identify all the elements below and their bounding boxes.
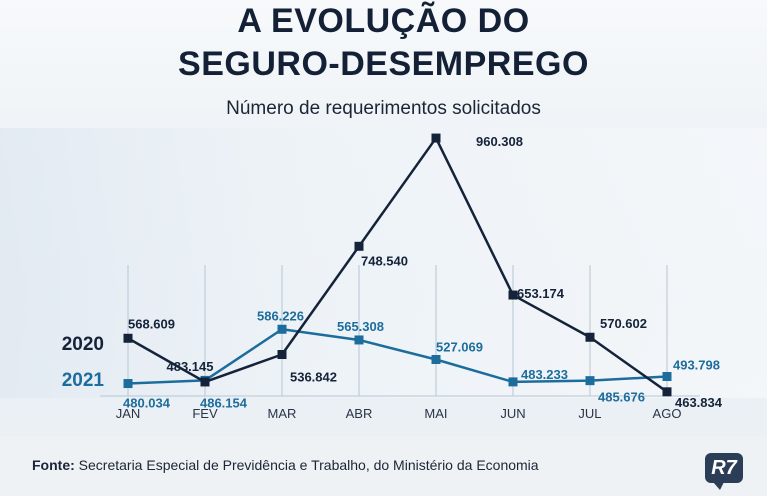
footer-band <box>0 436 767 496</box>
x-tick-label: JAN <box>116 406 141 421</box>
data-point-2020 <box>277 350 287 360</box>
data-point-2021 <box>508 377 518 387</box>
x-tick-label: JUL <box>578 406 601 421</box>
data-point-2020 <box>354 241 364 251</box>
data-point-2021 <box>354 335 364 345</box>
data-label-2021: 493.798 <box>673 358 720 373</box>
data-label-2020: 536.842 <box>290 370 337 385</box>
x-tick-label: JUN <box>500 406 525 421</box>
x-tick-label: FEV <box>192 406 218 421</box>
data-label-2021: 486.154 <box>200 395 248 410</box>
series-line-2021 <box>127 328 668 385</box>
legend-label-2020: 2020 <box>62 334 104 355</box>
source-label: Fonte: <box>32 457 75 473</box>
data-label-2021: 480.034 <box>123 396 171 411</box>
data-point-2021 <box>662 372 672 382</box>
data-point-2020 <box>662 387 672 397</box>
source-note: Fonte: Secretaria Especial de Previdênci… <box>32 457 539 473</box>
data-label-2020: 960.308 <box>476 134 523 149</box>
data-label-2020: 653.174 <box>517 286 565 301</box>
page-title-line1: A EVOLUÇÃO DO <box>237 2 530 40</box>
data-label-2020: 748.540 <box>361 253 408 268</box>
x-tick-label: AGO <box>653 406 682 421</box>
data-label-2020: 568.609 <box>128 316 175 331</box>
data-point-2021 <box>585 376 595 386</box>
data-point-2021 <box>277 324 287 334</box>
data-point-2020 <box>431 133 441 143</box>
source-text: Secretaria Especial de Previdência e Tra… <box>78 457 539 473</box>
page-subtitle: Número de requerimentos solicitados <box>226 98 541 119</box>
legend-label-2021: 2021 <box>62 370 105 391</box>
x-tick-label: ABR <box>346 406 373 421</box>
data-label-2020: 570.602 <box>600 316 647 331</box>
data-label-2021: 483.233 <box>521 367 568 382</box>
data-label-2021: 565.308 <box>337 319 384 334</box>
series-line-2020 <box>127 136 668 393</box>
page-title-line2: SEGURO-DESEMPREGO <box>178 45 589 83</box>
data-point-2020 <box>123 333 133 343</box>
x-tick-label: MAI <box>424 406 447 421</box>
data-label-2021: 527.069 <box>436 339 483 354</box>
data-point-2021 <box>123 379 133 389</box>
data-label-2021: 485.676 <box>598 390 645 405</box>
data-point-2021 <box>431 354 441 364</box>
data-point-2020 <box>585 332 595 342</box>
data-label-2020: 483.145 <box>166 359 213 374</box>
data-label-2021: 586.226 <box>257 308 304 323</box>
x-tick-label: MAR <box>268 406 297 421</box>
data-label-2020: 463.834 <box>675 395 723 410</box>
data-point-2020 <box>200 377 210 387</box>
r7-logo: R7 <box>705 453 743 490</box>
data-point-2020 <box>508 290 518 300</box>
